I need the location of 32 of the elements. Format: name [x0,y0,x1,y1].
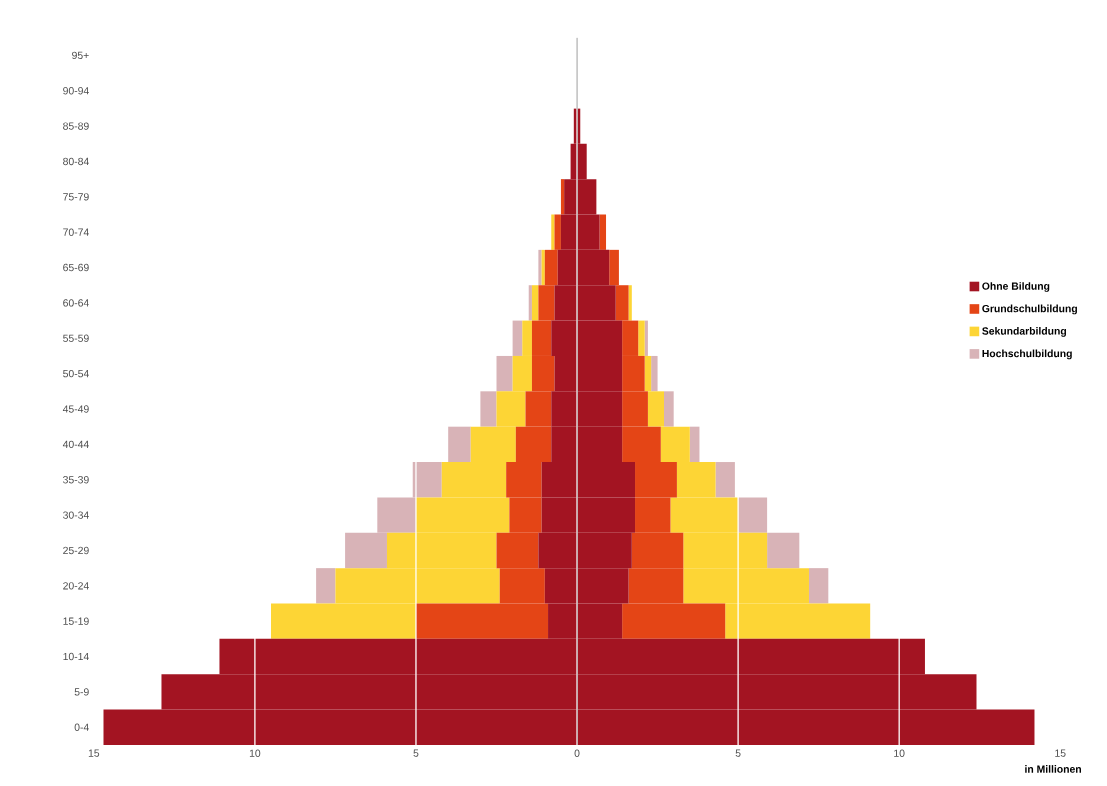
y-tick-label: 65-69 [63,263,89,272]
y-tick-label: 60-64 [63,299,89,307]
legend-label: Hochschulbildung [982,349,1072,360]
y-tick-label: 40-44 [62,440,89,449]
x-tick-label: 10 [894,749,905,757]
y-tick-label: 25-29 [63,546,89,555]
y-tick-label: 50-54 [63,370,89,378]
x-tick-label: 10 [249,749,261,757]
y-tick-label: 90-94 [63,87,89,95]
y-tick-label: 10-14 [63,652,89,661]
y-tick-label: 75-79 [63,193,89,201]
y-tick-label: 5-9 [74,688,89,696]
x-axis-title: in Millionen [1025,765,1081,773]
legend-label: Sekundarbildung [982,327,1066,337]
y-tick-label: 85-89 [63,122,89,130]
y-tick-label: 30-34 [63,511,89,519]
y-tick-label: 45-49 [62,405,89,413]
y-tick-label: 20-24 [63,582,89,590]
y-tick-label: 80-84 [63,157,89,166]
y-tick-label: 55-59 [63,334,89,343]
x-tick-label: 15 [88,749,100,757]
x-tick-label: 5 [735,749,741,757]
y-tick-label: 70-74 [63,228,89,236]
y-tick-label: 0-4 [74,723,89,732]
y-tick-label: 35-39 [63,476,89,484]
x-tick-label: 5 [413,749,419,757]
x-tick-label: 15 [1055,749,1066,757]
y-tick-label: 15-19 [63,617,89,625]
y-tick-label: 95+ [72,51,89,60]
legend-label: Ohne Bildung [982,282,1050,292]
legend-label: Grundschulbildung [982,304,1077,315]
x-tick-label: 0 [574,749,580,757]
